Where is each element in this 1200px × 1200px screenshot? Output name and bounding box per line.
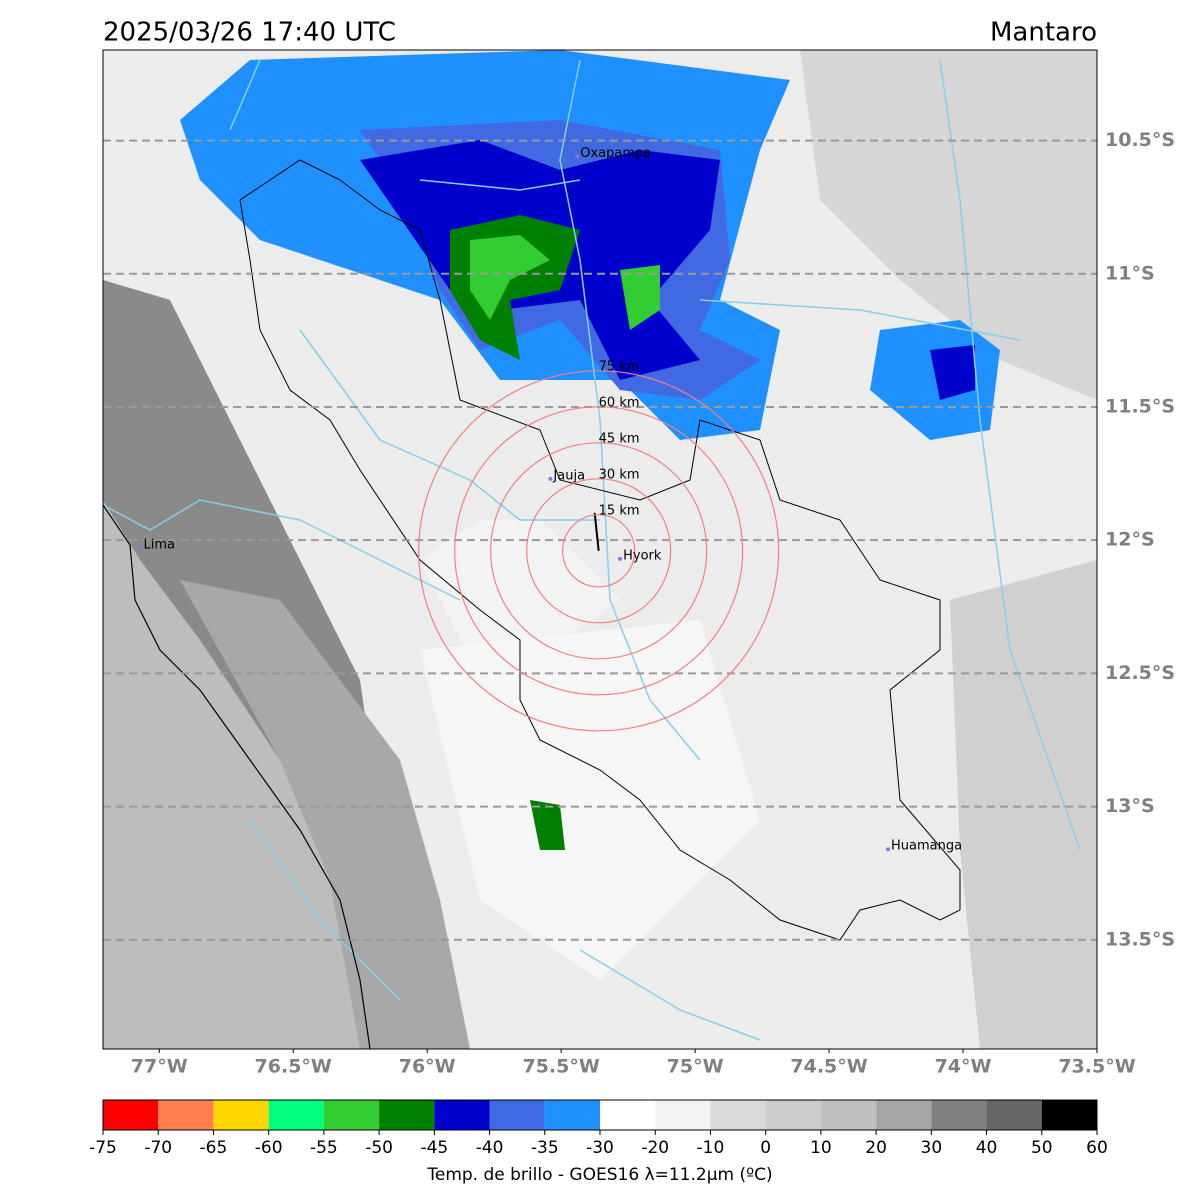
colorbar-tick-label: 30 <box>921 1138 943 1158</box>
colorbar-segment <box>600 1100 656 1130</box>
lat-label: 11.5°S <box>1105 395 1175 417</box>
range-ring <box>454 406 744 696</box>
colorbar-tick-label: -55 <box>310 1138 338 1158</box>
range-ring-label: 75 km <box>599 359 640 374</box>
range-ring <box>562 514 636 588</box>
colorbar-segment <box>213 1100 269 1130</box>
city-marker <box>575 154 580 159</box>
colorbar-label: Temp. de brillo - GOES16 λ=11.2μm (ºC) <box>426 1165 772 1185</box>
colorbar-tick-label: -35 <box>531 1138 559 1158</box>
colorbar-segment <box>544 1100 600 1130</box>
lon-label: 77°W <box>131 1056 188 1078</box>
colorbar-tick-label: -65 <box>200 1138 228 1158</box>
colorbar-tick-label: -50 <box>365 1138 393 1158</box>
lon-label: 74.5°W <box>790 1056 867 1078</box>
colorbar-segment <box>268 1100 324 1130</box>
colorbar-tick-label: -10 <box>697 1138 725 1158</box>
city-label: Oxapampa <box>580 146 651 161</box>
colorbar-tick-label: 50 <box>1031 1138 1053 1158</box>
lat-label: 10.5°S <box>1105 129 1175 151</box>
range-ring <box>526 478 672 624</box>
city-label: Jauja <box>552 468 585 483</box>
lon-label: 75.5°W <box>522 1056 599 1078</box>
colorbar-tick-label: -30 <box>586 1138 614 1158</box>
city-label: Lima <box>144 538 175 553</box>
map-overlay: 15 km 30 km 45 km 60 km 75 km Oxapampa Jauja Hy… <box>103 139 1097 941</box>
colorbar-segment <box>379 1100 435 1130</box>
city-marker <box>138 546 143 551</box>
colorbar-tick-label: 40 <box>976 1138 998 1158</box>
lon-label: 73.5°W <box>1058 1056 1135 1078</box>
map-frame <box>102 49 1098 1050</box>
colorbar-segment <box>158 1100 214 1130</box>
colorbar-tick-label: 10 <box>810 1138 832 1158</box>
lat-label: 13°S <box>1105 795 1155 817</box>
colorbar-tick-label: -40 <box>476 1138 504 1158</box>
lat-label: 12.5°S <box>1105 662 1175 684</box>
colorbar-segment <box>655 1100 711 1130</box>
range-ring-label: 60 km <box>599 395 640 410</box>
colorbar-segment <box>1041 1100 1097 1130</box>
lon-label: 76.5°W <box>255 1056 332 1078</box>
map-background <box>103 50 1097 1049</box>
colorbar-segment <box>765 1100 821 1130</box>
colorbar-tick-label: -45 <box>420 1138 448 1158</box>
colorbar-segment <box>931 1100 987 1130</box>
colorbar-segment <box>434 1100 490 1130</box>
range-ring <box>490 442 708 660</box>
region: Mantaro <box>990 18 1097 48</box>
colorbar-tick-label: -60 <box>255 1138 283 1158</box>
lon-label: 76°W <box>399 1056 456 1078</box>
colorbar-segment <box>489 1100 545 1130</box>
colorbar-segment <box>103 1100 159 1130</box>
city-label: Huamanga <box>891 839 962 854</box>
colorbar-segment <box>323 1100 380 1130</box>
lat-label: 11°S <box>1105 262 1155 284</box>
colorbar-tick-label: 20 <box>865 1138 887 1158</box>
colorbar-tick-label: 0 <box>760 1138 771 1158</box>
colorbar-segment <box>820 1100 877 1130</box>
range-ring <box>418 370 780 732</box>
lon-label: 75°W <box>667 1056 724 1078</box>
title: 2025/03/26 17:40 UTC <box>103 18 396 48</box>
lat-label: 12°S <box>1105 529 1155 551</box>
city-marker <box>618 556 623 561</box>
colorbar-segment <box>876 1100 932 1130</box>
range-ring-label: 30 km <box>599 467 640 482</box>
range-ring-label: 45 km <box>599 431 640 446</box>
colorbar-tick-label: -75 <box>89 1138 117 1158</box>
city-label: Hyork <box>623 548 662 563</box>
city-marker <box>548 476 553 481</box>
colorbar-tick-label: -70 <box>144 1138 172 1158</box>
colorbar-tick-label: 60 <box>1086 1138 1108 1158</box>
lon-label: 74°W <box>935 1056 992 1078</box>
radar-beam <box>593 512 600 551</box>
colorbar-segment <box>710 1100 766 1130</box>
lat-label: 13.5°S <box>1105 928 1175 950</box>
range-ring-label: 15 km <box>599 503 640 518</box>
city-marker <box>886 847 891 852</box>
colorbar-tick-label: -20 <box>641 1138 669 1158</box>
colorbar-segment <box>986 1100 1042 1130</box>
